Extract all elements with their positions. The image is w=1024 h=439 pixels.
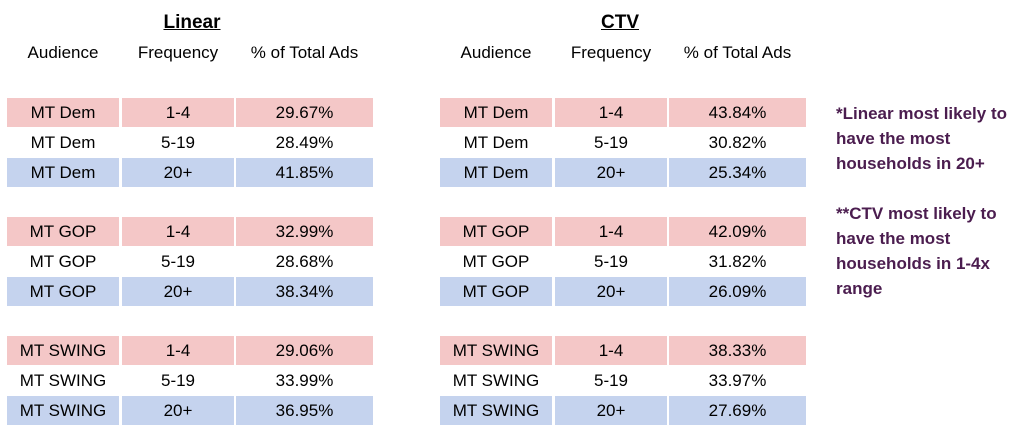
pct-cell: 30.82% <box>669 128 806 157</box>
linear-title: Linear <box>163 12 221 33</box>
frequency-cell: 20+ <box>555 277 667 306</box>
table-row: MT SWING 5-19 33.97% <box>440 366 806 395</box>
audience-cell: MT GOP <box>440 247 552 276</box>
table-row: MT Dem 20+ 25.34% <box>440 158 806 187</box>
pct-cell: 38.33% <box>669 336 806 365</box>
audience-cell: MT Dem <box>7 98 119 127</box>
ctv-header-audience: Audience <box>460 43 532 62</box>
table-row: MT SWING 20+ 36.95% <box>7 396 373 425</box>
frequency-cell: 1-4 <box>122 336 234 365</box>
table-row: MT GOP 5-19 28.68% <box>7 247 373 276</box>
ctv-note: **CTV most likely to have the most house… <box>836 204 997 298</box>
frequency-cell: 1-4 <box>555 98 667 127</box>
frequency-cell: 5-19 <box>555 366 667 395</box>
frequency-cell: 5-19 <box>555 128 667 157</box>
audience-cell: MT SWING <box>440 396 552 425</box>
audience-cell: MT SWING <box>440 336 552 365</box>
frequency-cell: 1-4 <box>555 217 667 246</box>
pct-cell: 38.34% <box>236 277 373 306</box>
audience-cell: MT GOP <box>7 247 119 276</box>
pct-cell: 33.99% <box>236 366 373 395</box>
table-row: MT GOP 5-19 31.82% <box>440 247 806 276</box>
pct-cell: 29.67% <box>236 98 373 127</box>
pct-cell: 43.84% <box>669 98 806 127</box>
table-row: MT Dem 5-19 30.82% <box>440 128 806 157</box>
audience-cell: MT SWING <box>7 336 119 365</box>
audience-cell: MT Dem <box>7 158 119 187</box>
table-row: MT Dem 1-4 29.67% <box>7 98 373 127</box>
frequency-cell: 20+ <box>122 158 234 187</box>
pct-cell: 28.68% <box>236 247 373 276</box>
pct-cell: 25.34% <box>669 158 806 187</box>
pct-cell: 29.06% <box>236 336 373 365</box>
audience-cell: MT GOP <box>440 217 552 246</box>
table-row: MT Dem 5-19 28.49% <box>7 128 373 157</box>
audience-cell: MT GOP <box>7 217 119 246</box>
linear-header-audience: Audience <box>27 43 99 62</box>
table-row: MT Dem 1-4 43.84% <box>440 98 806 127</box>
ctv-header-frequency: Frequency <box>570 43 652 62</box>
linear-header-pct: % of Total Ads <box>250 43 359 62</box>
audience-cell: MT Dem <box>440 158 552 187</box>
pct-cell: 27.69% <box>669 396 806 425</box>
audience-cell: MT GOP <box>7 277 119 306</box>
audience-cell: MT GOP <box>440 277 552 306</box>
frequency-cell: 5-19 <box>122 128 234 157</box>
table-row: MT GOP 1-4 42.09% <box>440 217 806 246</box>
frequency-cell: 5-19 <box>555 247 667 276</box>
audience-cell: MT SWING <box>7 366 119 395</box>
pct-cell: 41.85% <box>236 158 373 187</box>
frequency-cell: 20+ <box>555 396 667 425</box>
table-row: MT GOP 20+ 26.09% <box>440 277 806 306</box>
audience-cell: MT Dem <box>440 128 552 157</box>
frequency-cell: 1-4 <box>122 98 234 127</box>
frequency-cell: 20+ <box>122 396 234 425</box>
table-row: MT SWING 1-4 29.06% <box>7 336 373 365</box>
frequency-cell: 1-4 <box>122 217 234 246</box>
table-row: MT Dem 20+ 41.85% <box>7 158 373 187</box>
frequency-cell: 20+ <box>122 277 234 306</box>
pct-cell: 36.95% <box>236 396 373 425</box>
frequency-cell: 1-4 <box>555 336 667 365</box>
linear-note: *Linear most likely to have the most hou… <box>836 104 1007 173</box>
table-row: MT GOP 20+ 38.34% <box>7 277 373 306</box>
table-row: MT SWING 20+ 27.69% <box>440 396 806 425</box>
pct-cell: 33.97% <box>669 366 806 395</box>
pct-cell: 28.49% <box>236 128 373 157</box>
pct-cell: 32.99% <box>236 217 373 246</box>
frequency-cell: 20+ <box>555 158 667 187</box>
audience-cell: MT SWING <box>7 396 119 425</box>
table-row: MT GOP 1-4 32.99% <box>7 217 373 246</box>
audience-cell: MT Dem <box>7 128 119 157</box>
pct-cell: 42.09% <box>669 217 806 246</box>
frequency-cell: 5-19 <box>122 366 234 395</box>
table-row: MT SWING 5-19 33.99% <box>7 366 373 395</box>
ctv-title: CTV <box>601 12 639 33</box>
pct-cell: 26.09% <box>669 277 806 306</box>
pct-cell: 31.82% <box>669 247 806 276</box>
table-row: MT SWING 1-4 38.33% <box>440 336 806 365</box>
audience-cell: MT SWING <box>440 366 552 395</box>
frequency-cell: 5-19 <box>122 247 234 276</box>
audience-cell: MT Dem <box>440 98 552 127</box>
ctv-header-pct: % of Total Ads <box>683 43 792 62</box>
linear-header-frequency: Frequency <box>137 43 219 62</box>
